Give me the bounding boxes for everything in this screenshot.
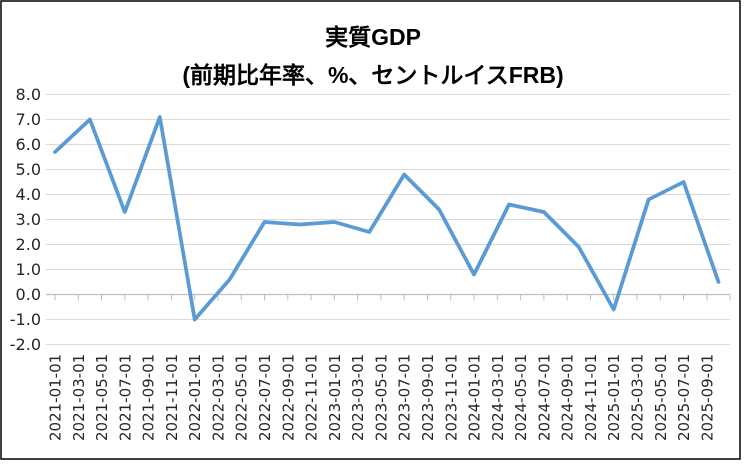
x-tick-label: 2021-07-01 <box>116 354 134 441</box>
x-tick-label: 2021-11-01 <box>163 354 181 441</box>
x-tick-label: 2024-03-01 <box>489 354 507 441</box>
y-tick-label: 0.0 <box>16 285 41 304</box>
y-tick-label: 4.0 <box>16 185 41 204</box>
x-tick-label: 2022-01-01 <box>186 354 204 441</box>
x-tick-label: 2022-03-01 <box>209 354 227 441</box>
x-tick-label: 2023-01-01 <box>326 354 344 441</box>
chart-title: 実質GDP <box>325 24 421 50</box>
gdp-line-series <box>53 115 721 322</box>
x-tick-label: 2021-05-01 <box>93 354 111 441</box>
x-tick-label: 2022-05-01 <box>233 354 251 441</box>
y-tick-label: 8.0 <box>16 85 41 104</box>
x-tick-label: 2023-03-01 <box>349 354 367 441</box>
x-axis-labels: 2021-01-01 2021-03-01 2021-05-01 2021-07-01… <box>47 354 717 441</box>
y-tick-label: -2.0 <box>10 335 41 354</box>
chart-subtitle: (前期比年率、%、セントルイスFRB) <box>182 62 563 88</box>
x-tick-label: 2025-07-01 <box>675 354 693 441</box>
y-tick-label: 6.0 <box>16 135 41 154</box>
x-tick-label: 2025-03-01 <box>629 354 647 441</box>
x-tick-label: 2021-03-01 <box>70 354 88 441</box>
y-tick-label: -1.0 <box>10 310 41 329</box>
x-tick-label: 2023-09-01 <box>419 354 437 441</box>
x-tick-label: 2021-09-01 <box>140 354 158 441</box>
x-tick-label: 2025-09-01 <box>698 354 716 441</box>
y-tick-label: 3.0 <box>16 210 41 229</box>
x-tick-label: 2023-05-01 <box>372 354 390 441</box>
x-tick-label: 2022-11-01 <box>303 354 321 441</box>
x-tick-label: 2025-05-01 <box>652 354 670 441</box>
x-tick-label: 2025-01-01 <box>605 354 623 441</box>
y-tick-label: 7.0 <box>16 110 41 129</box>
gridlines <box>46 94 730 345</box>
x-tick-label: 2024-11-01 <box>582 354 600 441</box>
x-tick-label: 2024-05-01 <box>512 354 530 441</box>
x-tick-label: 2024-01-01 <box>466 354 484 441</box>
y-axis-labels: 8.0 7.0 6.0 5.0 4.0 3.0 2.0 1.0 0.0 -1.0 -2.0 <box>10 85 41 354</box>
x-tick-label: 2021-01-01 <box>47 354 65 441</box>
x-tick-label: 2024-07-01 <box>535 354 553 441</box>
x-tick-label: 2022-07-01 <box>256 354 274 441</box>
y-tick-label: 1.0 <box>16 260 41 279</box>
y-tick-label: 5.0 <box>16 160 41 179</box>
x-axis <box>46 293 731 301</box>
x-tick-label: 2023-07-01 <box>396 354 414 441</box>
x-tick-label: 2024-09-01 <box>559 354 577 441</box>
x-tick-label: 2022-09-01 <box>279 354 297 441</box>
x-tick-label: 2023-11-01 <box>442 354 460 441</box>
y-tick-label: 2.0 <box>16 235 41 254</box>
